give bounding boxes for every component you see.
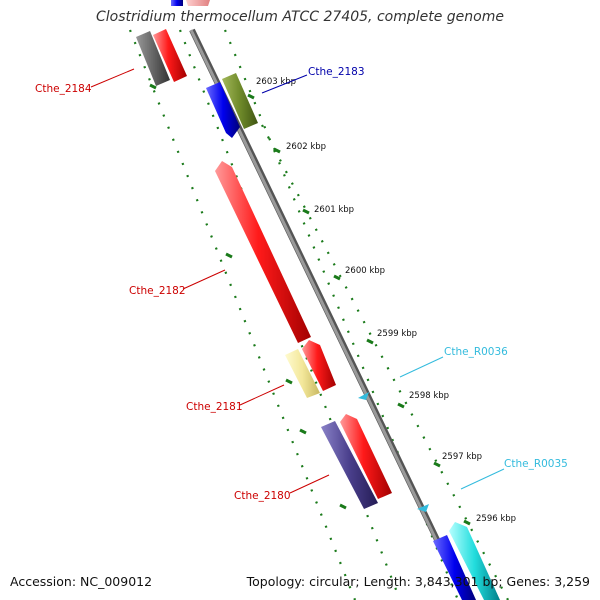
tick-label: 2600 kbp xyxy=(345,266,385,276)
map-title: Clostridium thermocellum ATCC 27405, com… xyxy=(96,9,504,25)
feature-partial-pink[interactable] xyxy=(186,0,210,6)
tick-mark xyxy=(339,503,347,510)
tick-label: 2596 kbp xyxy=(476,514,516,524)
feature-cthe-2180[interactable] xyxy=(321,421,378,509)
label-cthe-2181[interactable]: Cthe_2181 xyxy=(186,401,243,413)
tick-label: 2598 kbp xyxy=(409,391,449,401)
feature-cthe-2184[interactable] xyxy=(153,29,187,82)
tick-mark xyxy=(463,519,471,526)
feature-red-2180-pair[interactable] xyxy=(340,414,392,499)
rna-marker-r0035[interactable] xyxy=(417,504,429,512)
leader-line-cthe-2183 xyxy=(261,74,308,94)
feature-yellow-gene[interactable] xyxy=(285,349,320,398)
feature-blue-bottom[interactable] xyxy=(433,535,476,600)
tick-label: 2599 kbp xyxy=(377,329,417,339)
leader-line-cthe-r0036 xyxy=(399,356,444,378)
leader-line-cthe-2182 xyxy=(182,269,226,290)
label-cthe-2180[interactable]: Cthe_2180 xyxy=(234,490,291,502)
feature-partial-blue[interactable] xyxy=(171,0,183,6)
feature-gray-gene[interactable] xyxy=(136,31,170,86)
accession-text: Accession: NC_009012 xyxy=(10,574,153,589)
rna-marker-r0036[interactable] xyxy=(358,392,369,400)
genome-summary-text: Topology: circular; Length: 3,843,301 bp… xyxy=(246,574,590,589)
tick-mark xyxy=(285,378,293,385)
feature-cthe-2183[interactable] xyxy=(206,82,240,138)
tick-mark xyxy=(273,147,281,154)
feature-cthe-2182[interactable] xyxy=(215,161,311,343)
tick-label: 2597 kbp xyxy=(442,452,482,462)
feature-olive-gene[interactable] xyxy=(222,73,258,129)
tick-mark xyxy=(149,83,157,90)
tick-mark xyxy=(225,252,233,259)
leader-line-cthe-2181 xyxy=(239,384,285,406)
tick-mark xyxy=(397,402,405,409)
tick-mark xyxy=(366,338,374,345)
tick-mark xyxy=(433,461,441,468)
label-cthe-r0036[interactable]: Cthe_R0036 xyxy=(444,346,508,358)
label-cthe-r0035[interactable]: Cthe_R0035 xyxy=(504,458,568,470)
tick-mark xyxy=(247,93,255,100)
tick-mark xyxy=(302,208,310,215)
label-cthe-2184[interactable]: Cthe_2184 xyxy=(35,83,92,95)
feature-cthe-2181[interactable] xyxy=(302,340,336,391)
tick-label: 2601 kbp xyxy=(314,205,354,215)
feature-cyan-bottom[interactable] xyxy=(449,522,500,600)
tick-label: 2602 kbp xyxy=(286,142,326,152)
tick-label: 2603 kbp xyxy=(256,77,296,87)
label-cthe-2183[interactable]: Cthe_2183 xyxy=(308,66,365,78)
leader-line-cthe-2184 xyxy=(90,68,135,88)
tick-mark xyxy=(333,274,341,281)
leader-line-cthe-2180 xyxy=(289,474,330,494)
tick-mark xyxy=(299,428,307,435)
leader-line-cthe-r0035 xyxy=(460,468,505,490)
label-cthe-2182[interactable]: Cthe_2182 xyxy=(129,285,186,297)
